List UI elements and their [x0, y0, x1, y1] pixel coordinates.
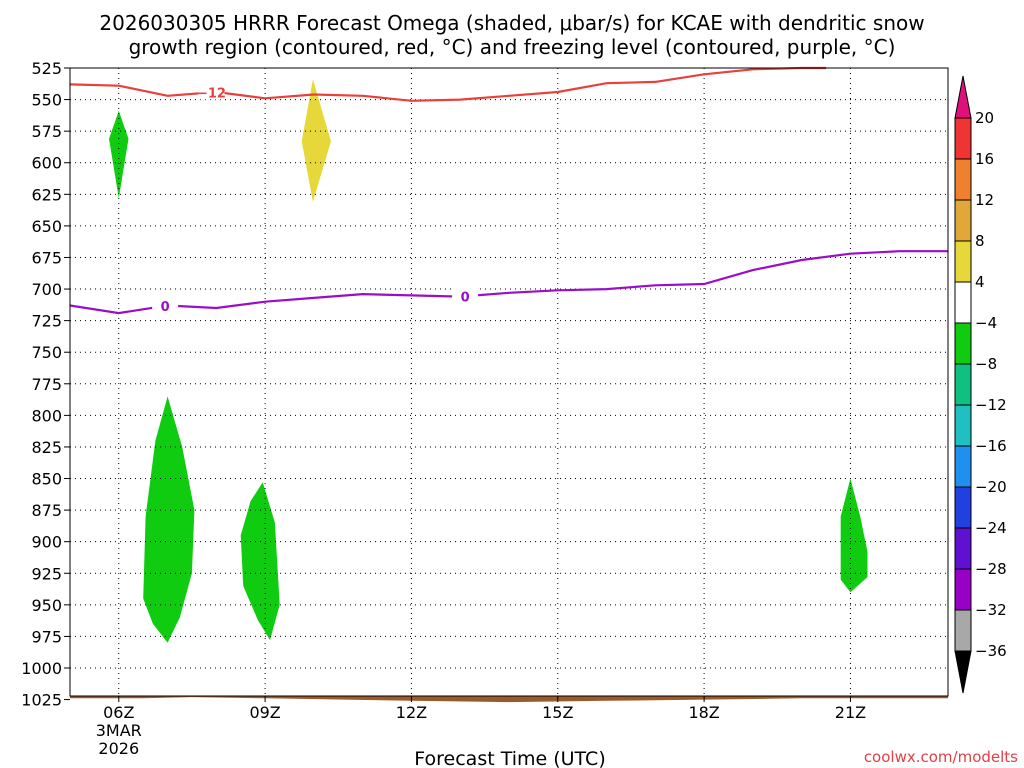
y-tick-label-675: 675 — [31, 248, 62, 267]
colorbar-block-10 — [954, 527, 972, 570]
y-tick-label-575: 575 — [31, 122, 62, 141]
y-tick-label-525: 525 — [31, 59, 62, 78]
colorbar-top-arrow — [954, 75, 972, 119]
colorbar-block-9 — [954, 486, 972, 529]
colorbar-block-1 — [954, 158, 972, 201]
dgz-contour-label-0: −12 — [197, 86, 226, 101]
colorbar-label-13: −36 — [975, 642, 1007, 660]
x-tick-label-09Z: 09Z — [249, 703, 280, 722]
gridlines — [70, 68, 948, 696]
colorbar-block-11 — [954, 568, 972, 611]
y-tick-label-1000: 1000 — [21, 659, 62, 678]
freezing-contour-label-bg-1 — [452, 288, 479, 304]
colorbar: 20 16 12 8 4 −4 −8 −12 −16 −20 −24 −28 −32 −36 — [954, 75, 1007, 694]
y-tick-label-700: 700 — [31, 280, 62, 299]
colorbar-block-2 — [954, 199, 972, 242]
terrain-fill — [70, 696, 948, 703]
x-axis-label: Forecast Time (UTC) — [414, 748, 605, 768]
y-axis-ticks: 525 550 575 600 625 650 675 700 725 750 775 800 825 8… — [21, 59, 70, 710]
y-tick-label-925: 925 — [31, 564, 62, 583]
y-tick-label-1025: 1025 — [21, 691, 62, 710]
x-tick-label-15Z: 15Z — [542, 703, 573, 722]
x-tick-label-06Z: 06Z — [103, 703, 134, 722]
credit-text: coolwx.com/modelts — [864, 748, 1018, 766]
colorbar-block-0 — [954, 117, 972, 160]
freezing-contour-label-0: 0 — [161, 300, 170, 315]
colorbar-block-6 — [954, 363, 972, 406]
colorbar-block-3 — [954, 240, 972, 283]
x-tick-date: 3MAR — [96, 721, 142, 740]
chart-title-line-1: 2026030305 HRRR Forecast Omega (shaded, … — [99, 11, 924, 35]
colorbar-label-8: −16 — [975, 437, 1007, 455]
colorbar-label-12: −32 — [975, 601, 1007, 619]
y-tick-label-975: 975 — [31, 627, 62, 646]
y-tick-label-600: 600 — [31, 154, 62, 173]
colorbar-block-12 — [954, 609, 972, 652]
x-tick-label-18Z: 18Z — [688, 703, 719, 722]
y-tick-label-950: 950 — [31, 596, 62, 615]
contour-lines: −12 0 0 — [69, 66, 948, 315]
colorbar-label-3: 8 — [975, 232, 985, 250]
green-blob-21z — [840, 478, 868, 593]
dgz-contour-label-bg-0 — [198, 84, 225, 100]
y-tick-label-900: 900 — [31, 533, 62, 552]
omega-shaded-regions — [109, 79, 868, 643]
plot-frame — [69, 67, 949, 697]
yellow-blob-10z — [301, 79, 331, 202]
y-tick-label-625: 625 — [31, 185, 62, 204]
green-blob-07z — [143, 396, 195, 643]
colorbar-label-4: 4 — [975, 273, 985, 291]
colorbar-label-10: −24 — [975, 519, 1007, 537]
colorbar-label-5: −4 — [975, 314, 997, 332]
terrain-layer — [70, 696, 948, 703]
x-tick-label-21Z: 21Z — [835, 703, 866, 722]
colorbar-label-11: −28 — [975, 560, 1007, 578]
y-tick-label-650: 650 — [31, 217, 62, 236]
y-tick-label-725: 725 — [31, 312, 62, 331]
green-blob-09z — [240, 482, 280, 641]
colorbar-label-2: 12 — [975, 191, 994, 209]
freezing-contour-label-bg-0 — [152, 297, 179, 313]
colorbar-label-1: 16 — [975, 150, 994, 168]
colorbar-label-6: −8 — [975, 355, 997, 373]
y-tick-label-825: 825 — [31, 438, 62, 457]
freezing-contour-line — [69, 250, 948, 315]
y-tick-label-850: 850 — [31, 470, 62, 489]
colorbar-bottom-arrow — [954, 650, 972, 694]
dgz-contour-line — [69, 66, 827, 102]
colorbar-block-8 — [954, 445, 972, 488]
x-tick-year: 2026 — [98, 739, 139, 758]
freezing-contour-label-1: 0 — [461, 290, 470, 305]
chart-title-line-2: growth region (contoured, red, °C) and f… — [129, 35, 896, 59]
y-tick-label-775: 775 — [31, 375, 62, 394]
colorbar-block-4 — [954, 281, 972, 324]
colorbar-block-5 — [954, 322, 972, 365]
colorbar-label-7: −12 — [975, 396, 1007, 414]
x-tick-label-12Z: 12Z — [396, 703, 427, 722]
y-tick-label-750: 750 — [31, 343, 62, 362]
y-tick-label-800: 800 — [31, 406, 62, 425]
green-blob-06z — [109, 110, 129, 199]
colorbar-label-0: 20 — [975, 109, 994, 127]
y-tick-label-875: 875 — [31, 501, 62, 520]
y-tick-label-550: 550 — [31, 91, 62, 110]
colorbar-label-9: −20 — [975, 478, 1007, 496]
colorbar-block-7 — [954, 404, 972, 447]
